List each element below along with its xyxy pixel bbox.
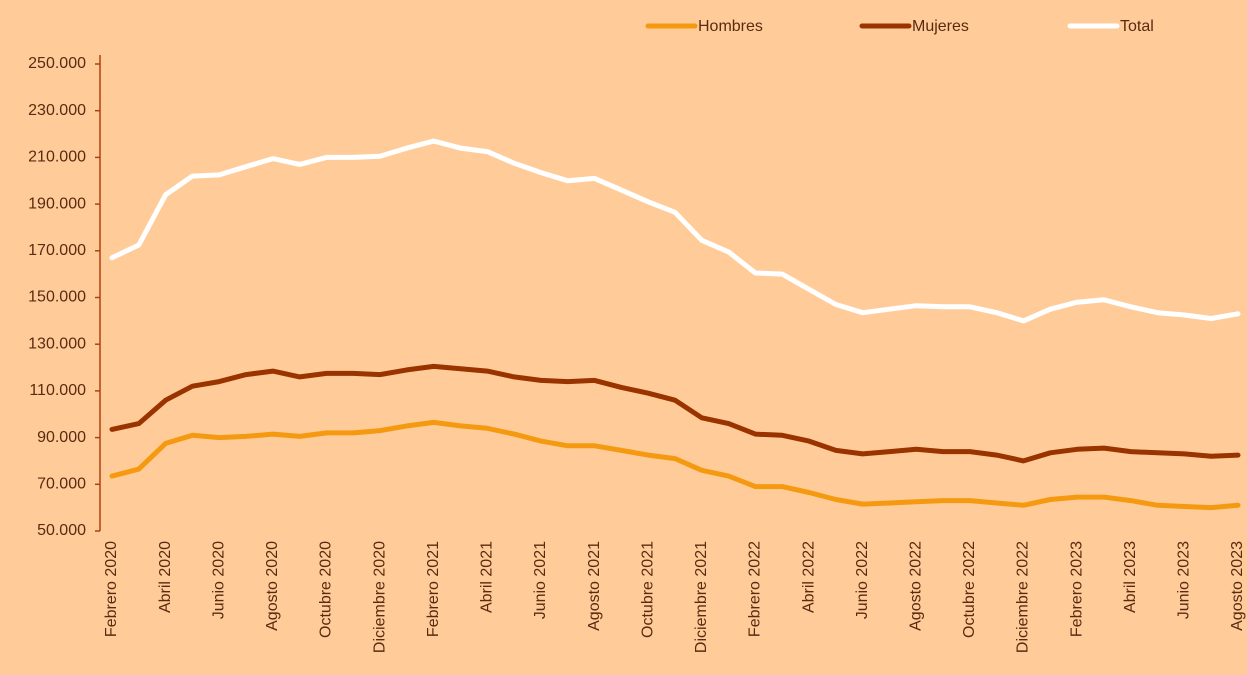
- legend-label: Mujeres: [912, 18, 969, 35]
- legend-label: Total: [1120, 18, 1154, 35]
- x-tick-label: Octubre 2020: [318, 541, 335, 638]
- x-tick-label: Febrero 2023: [1068, 541, 1085, 637]
- y-tick-label: 210.000: [28, 149, 86, 166]
- x-tick-label: Junio 2021: [532, 541, 549, 619]
- series-line: [109, 419, 1241, 511]
- x-tick-label: Abril 2023: [1122, 541, 1139, 613]
- y-tick-label: 170.000: [28, 242, 86, 259]
- y-tick-label: 250.000: [28, 55, 86, 72]
- y-tick-label: 230.000: [28, 102, 86, 119]
- y-tick-label: 130.000: [28, 335, 86, 352]
- y-tick-label: 90.000: [37, 429, 86, 446]
- x-tick-label: Febrero 2020: [103, 541, 120, 637]
- series-line: [109, 363, 1241, 464]
- x-tick-label: Octubre 2022: [961, 541, 978, 638]
- x-tick-label: Agosto 2020: [264, 541, 281, 631]
- x-tick-label: Agosto 2021: [586, 541, 603, 631]
- x-tick-label: Junio 2020: [210, 541, 227, 619]
- x-tick-label: Febrero 2022: [747, 541, 764, 637]
- x-tick-label: Abril 2020: [157, 541, 174, 613]
- y-tick-label: 110.000: [29, 382, 86, 399]
- x-tick-label: Junio 2022: [854, 541, 871, 619]
- y-tick-label: 70.000: [37, 476, 86, 493]
- y-tick-label: 50.000: [37, 522, 86, 539]
- x-tick-label: Abril 2021: [479, 541, 496, 613]
- x-tick-label: Abril 2022: [800, 541, 817, 613]
- x-tick-label: Agosto 2022: [908, 541, 925, 631]
- y-tick-label: 150.000: [28, 289, 86, 306]
- x-tick-label: Agosto 2023: [1229, 541, 1246, 631]
- series-line: [109, 138, 1241, 324]
- legend-label: Hombres: [698, 18, 763, 35]
- x-tick-label: Octubre 2021: [639, 541, 656, 638]
- x-tick-label: Diciembre 2022: [1015, 541, 1032, 653]
- x-tick-label: Febrero 2021: [425, 541, 442, 637]
- x-tick-label: Diciembre 2021: [693, 541, 710, 653]
- x-tick-label: Junio 2023: [1176, 541, 1193, 619]
- x-tick-label: Diciembre 2020: [371, 541, 388, 653]
- y-tick-label: 190.000: [28, 195, 86, 212]
